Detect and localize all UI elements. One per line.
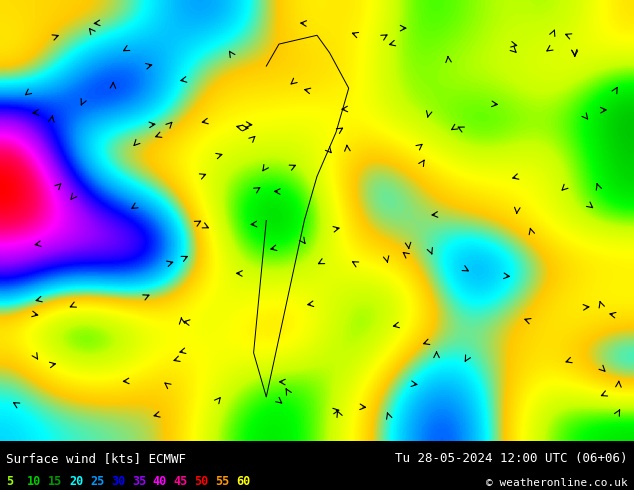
Text: © weatheronline.co.uk: © weatheronline.co.uk: [486, 478, 628, 488]
Text: 60: 60: [236, 474, 250, 488]
Text: 50: 50: [195, 474, 209, 488]
Text: 25: 25: [90, 474, 104, 488]
Text: 35: 35: [132, 474, 146, 488]
Text: 20: 20: [69, 474, 83, 488]
Text: 30: 30: [111, 474, 125, 488]
Text: Tu 28-05-2024 12:00 UTC (06+06): Tu 28-05-2024 12:00 UTC (06+06): [395, 452, 628, 465]
Text: 10: 10: [27, 474, 41, 488]
Text: 15: 15: [48, 474, 62, 488]
Text: 40: 40: [153, 474, 167, 488]
Text: 55: 55: [216, 474, 230, 488]
Text: 45: 45: [174, 474, 188, 488]
Text: 5: 5: [6, 474, 13, 488]
Text: Surface wind [kts] ECMWF: Surface wind [kts] ECMWF: [6, 452, 186, 465]
